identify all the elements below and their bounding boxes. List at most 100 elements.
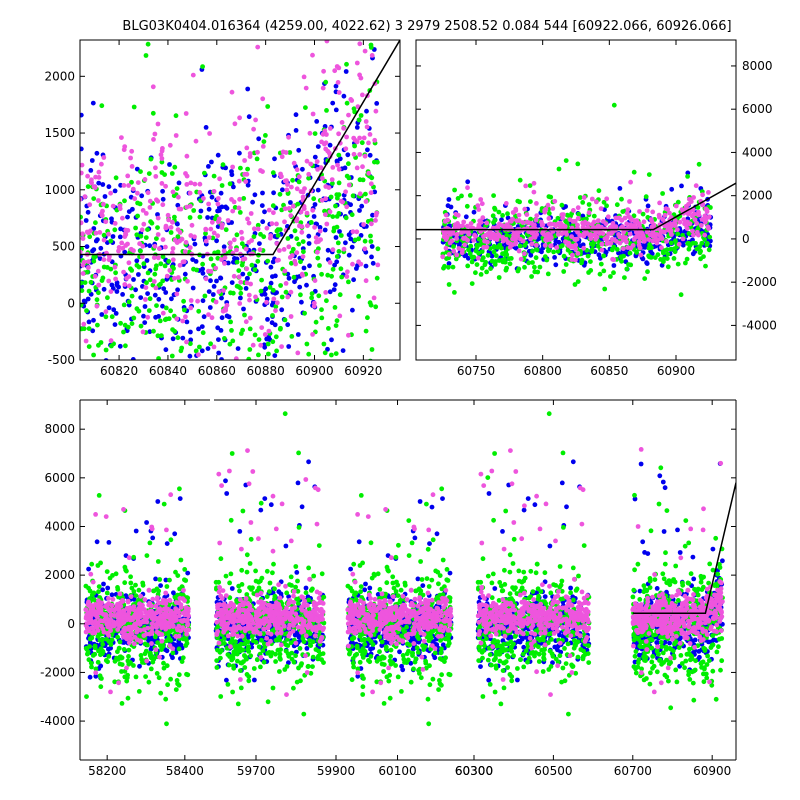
top-left-point-magenta [285,182,290,187]
top-left-point-magenta [307,130,313,136]
top-left-point-magenta [86,265,91,270]
top-right-point-green [491,193,496,199]
top-left-point-green [296,179,302,185]
top-left-point-blue [358,10,363,15]
bottom-point-green [155,640,161,645]
top-left-point-green [333,323,339,328]
top-left-point-green [279,294,285,300]
top-left-point-magenta [255,226,261,232]
top-left-point-magenta [184,153,190,159]
bottom-point-green [227,580,233,586]
top-left-y-tick-label: 500 [52,240,75,254]
top-right-y-tick-label: 8000 [742,59,773,73]
top-left-point-green [334,254,340,259]
top-right-point-green [665,251,671,257]
top-right-point-blue [465,255,471,261]
top-right-point-green [522,264,527,270]
top-left-point-green [303,105,308,110]
top-right-point-green [492,205,497,211]
top-left-point-blue [293,112,299,118]
top-left-point-magenta [296,174,302,180]
top-left-point-blue [91,226,97,231]
top-right-point-magenta [650,209,656,215]
top-right-point-green [466,247,471,253]
top-left-point-green [208,256,214,262]
top-left-point-green [332,305,338,310]
top-left-point-magenta [229,89,235,95]
top-right-point-magenta [619,217,625,223]
top-left-point-blue [85,209,91,215]
top-right-point-magenta [662,212,668,218]
top-left-point-blue [231,259,236,265]
top-left-point-magenta [155,215,161,221]
top-left-point-green [80,288,85,293]
bottom-point-magenta [153,616,159,622]
top-left-point-blue [348,236,354,242]
top-left-point-green [358,113,364,118]
top-left-point-blue [203,390,208,395]
top-left-point-green [145,270,151,276]
top-right-point-magenta [540,229,546,235]
top-right-point-magenta [599,247,605,253]
top-left-point-magenta [354,229,360,235]
top-left-point-magenta [222,261,227,266]
top-left-point-magenta [281,247,287,252]
bottom-point-magenta [129,625,135,631]
top-left-point-green [326,326,331,331]
top-left-point-green [367,300,373,306]
top-right-point-magenta [577,232,583,238]
top-left-point-magenta [80,231,85,237]
top-left-point-magenta [151,279,157,284]
top-left-point-magenta [208,226,214,232]
top-left-point-blue [351,277,356,283]
top-left-point-magenta [160,310,166,316]
top-left-point-green [247,347,253,352]
top-left-point-green [96,342,101,348]
top-right-point-magenta [598,206,604,212]
top-right-point-magenta [580,220,586,226]
top-left-point-blue [369,254,374,260]
top-right-point-blue [669,186,675,192]
top-right-point-magenta [624,221,630,227]
top-left-point-green [175,234,181,240]
top-left-point-magenta [332,68,338,74]
bottom-point-magenta [102,604,108,609]
top-left-point-blue [152,292,158,298]
top-left-point-green [178,397,183,402]
bottom-point-blue [137,663,142,669]
bottom-point-green [159,647,164,652]
top-left-point-magenta [362,246,368,252]
top-left-point-green [160,254,166,260]
bottom-point-green [126,654,131,659]
top-left-point-magenta [247,154,253,160]
top-right-point-magenta [518,236,523,242]
top-left-point-magenta [187,190,193,196]
top-left-point-magenta [93,174,98,180]
top-right-point-green [530,260,535,265]
top-left-point-blue [332,282,338,288]
top-left-point-blue [155,212,160,217]
bottom-point-blue [306,459,311,465]
top-left-point-magenta [99,213,105,219]
top-left-point-green [86,344,92,349]
top-left-point-green [85,269,90,275]
top-left-point-blue [350,307,355,313]
top-left-point-magenta [269,221,275,227]
bottom-point-magenta [91,626,96,631]
bottom-point-magenta [90,579,96,585]
top-left-point-green [343,215,349,221]
bottom-point-blue [294,649,299,655]
top-left-point-green [333,351,339,356]
top-left-point-magenta [357,191,363,197]
top-left-point-magenta [308,161,314,167]
bottom-point-magenta [141,627,147,632]
top-left-point-blue [182,271,188,277]
top-left-point-blue [147,329,153,335]
top-right-point-magenta [505,224,511,230]
top-right-point-magenta [691,232,696,238]
top-left-point-green [146,171,152,177]
top-left-point-magenta [119,240,125,246]
top-left-point-green [346,279,351,285]
top-left-point-magenta [335,80,341,85]
